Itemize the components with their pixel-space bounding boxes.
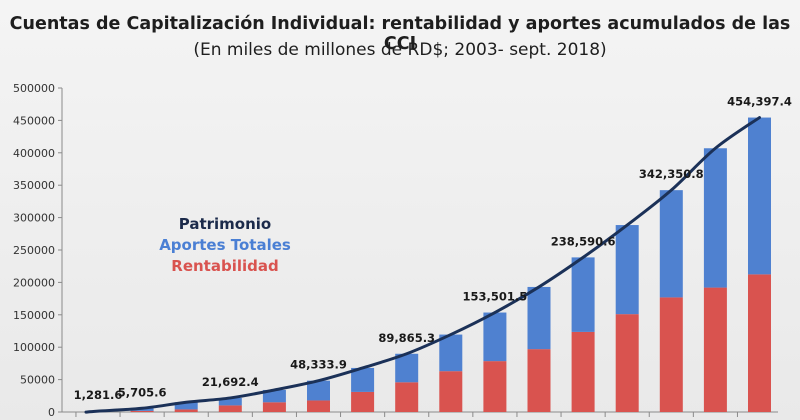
data-label: 5,705.6 (118, 385, 167, 399)
legend-aportes-totales: Aportes Totales (159, 236, 291, 254)
bar-rentabilidad (659, 297, 683, 412)
bar-rentabilidad (748, 274, 771, 412)
y-tick-label: 500000 (13, 82, 55, 95)
bar-rentabilidad (527, 349, 551, 412)
bar-rentabilidad (351, 391, 375, 412)
chart-subtitle: (En miles de millones de RD$; 2003- sept… (193, 40, 607, 60)
chart-title: Cuentas de Capitalización Individual: re… (9, 14, 791, 54)
bar-rentabilidad (615, 314, 639, 412)
data-label: 342,350.8 (639, 167, 704, 181)
bar-rentabilidad (262, 402, 286, 412)
data-labels-group: 1,281.65,705.6 21,692.4 48,333.9 89,865.3 15… (74, 95, 792, 403)
data-label: 238,590.6 (551, 234, 616, 248)
bar-aportes-totales (615, 225, 639, 315)
bar-aportes-totales (483, 312, 507, 362)
bar-aportes-totales (218, 397, 242, 406)
bar-aportes-totales (527, 286, 551, 350)
patrimonio-line (84, 116, 761, 414)
y-axis: 0 50000 100000 150000 200000 250000 300000 3500… (13, 82, 778, 419)
bar-rentabilidad (703, 287, 727, 412)
y-tick-label: 400000 (13, 147, 55, 160)
y-tick-label: 150000 (13, 309, 55, 322)
bar-aportes-totales (351, 367, 375, 392)
bar-rentabilidad (130, 410, 154, 412)
patrimonio-line-group (84, 116, 761, 414)
y-tick-label: 100000 (13, 341, 55, 354)
y-tick-label: 250000 (13, 244, 55, 257)
data-label: 454,397.4 (727, 95, 792, 109)
bar-rentabilidad (307, 400, 330, 412)
y-tick-label: 200000 (13, 276, 55, 289)
y-tick-label: 50000 (20, 374, 55, 387)
bar-aportes-totales (395, 353, 419, 383)
bar-aportes-totales (439, 334, 463, 372)
bar-aportes-totales (307, 380, 330, 401)
bar-aportes-totales (703, 148, 727, 288)
bar-rentabilidad (571, 331, 595, 412)
bars-group (86, 117, 771, 412)
y-tick-label: 350000 (13, 179, 55, 192)
bar-aportes-totales (571, 257, 595, 332)
legend: Patrimonio Aportes Totales Rentabilidad (140, 214, 310, 277)
data-label: 21,692.4 (202, 375, 259, 389)
data-label: 48,333.9 (290, 358, 347, 372)
data-label: 153,501.5 (463, 290, 528, 304)
data-label: 89,865.3 (378, 331, 435, 345)
y-tick-label: 450000 (13, 114, 55, 127)
bar-aportes-totales (659, 190, 683, 298)
bar-rentabilidad (174, 409, 198, 412)
legend-patrimonio: Patrimonio (178, 215, 272, 233)
bar-aportes-totales (174, 402, 198, 410)
bar-aportes-totales (262, 389, 286, 403)
bar-rentabilidad (395, 382, 419, 412)
bar-rentabilidad (483, 361, 507, 412)
data-label: 1,281.6 (74, 388, 123, 402)
bar-aportes-totales (748, 117, 771, 275)
legend-rentabilidad: Rentabilidad (171, 257, 279, 275)
y-tick-label: 300000 (13, 212, 55, 225)
y-tick-label: 0 (48, 406, 55, 419)
bar-rentabilidad (218, 405, 242, 412)
bar-rentabilidad (439, 371, 463, 412)
